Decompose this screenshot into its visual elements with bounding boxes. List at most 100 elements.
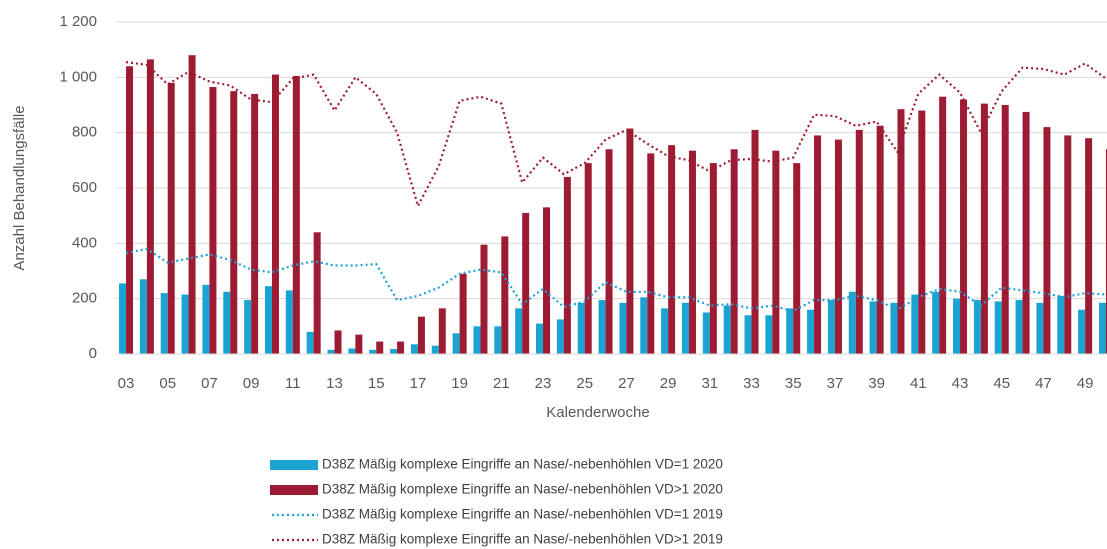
bar <box>271 74 279 355</box>
bar <box>709 163 717 354</box>
bar <box>285 290 293 354</box>
bar <box>264 286 272 354</box>
x-tick-label: 23 <box>535 375 552 392</box>
bar <box>536 323 544 354</box>
x-tick-label: 41 <box>910 375 927 392</box>
legend-swatch <box>270 460 318 470</box>
bar <box>181 294 189 354</box>
bar <box>563 176 571 354</box>
x-tick-label: 37 <box>827 375 844 392</box>
bar <box>584 163 592 354</box>
bar <box>292 75 300 354</box>
bar <box>953 298 961 354</box>
bar <box>1036 302 1044 354</box>
y-tick-label: 600 <box>72 179 97 196</box>
bar <box>807 309 815 354</box>
bar <box>327 349 335 354</box>
bar <box>376 341 384 354</box>
bar <box>1022 111 1030 355</box>
bar <box>556 319 564 354</box>
bar <box>730 149 738 354</box>
bar <box>688 150 696 354</box>
bar <box>251 93 259 354</box>
x-tick-label: 35 <box>785 375 802 392</box>
x-tick-label: 19 <box>451 375 468 392</box>
y-tick-label: 1 000 <box>59 68 97 85</box>
bar <box>876 125 884 354</box>
bar <box>139 279 147 354</box>
bar <box>369 349 377 354</box>
bar <box>202 284 210 354</box>
y-tick-label: 0 <box>89 345 97 362</box>
bar <box>1105 149 1107 354</box>
bar <box>744 315 752 354</box>
bar <box>410 344 418 354</box>
bar <box>494 326 502 354</box>
bar <box>1015 300 1023 354</box>
legend-label: D38Z Mäßig komplexe Eingriffe an Nase/-n… <box>322 482 723 497</box>
bar <box>306 331 314 354</box>
bar <box>167 82 175 354</box>
x-tick-label: 05 <box>159 375 176 392</box>
line <box>125 61 1107 209</box>
bar <box>1098 302 1106 354</box>
bar <box>793 163 801 354</box>
x-tick-label: 11 <box>285 375 301 392</box>
bar <box>522 212 530 354</box>
legend-label: D38Z Mäßig komplexe Eingriffe an Nase/-n… <box>322 507 723 522</box>
bar <box>661 308 669 354</box>
bar <box>626 128 634 354</box>
bar <box>814 135 822 354</box>
bar <box>765 315 773 354</box>
bar <box>723 305 731 354</box>
x-tick-label: 21 <box>493 375 510 392</box>
bar <box>334 330 342 354</box>
bar <box>681 302 689 354</box>
line <box>125 247 1107 313</box>
bar <box>960 99 968 354</box>
bar <box>452 333 460 354</box>
x-axis-label: Kalenderwoche <box>546 404 649 421</box>
bar <box>160 293 168 354</box>
bar <box>598 300 606 354</box>
bar <box>438 308 446 354</box>
x-tick-label: 27 <box>618 375 635 392</box>
bar <box>772 150 780 354</box>
bar <box>980 103 988 354</box>
x-tick-label: 39 <box>868 375 885 392</box>
bar <box>119 283 127 354</box>
bar <box>417 316 425 354</box>
bar <box>223 291 231 354</box>
x-tick-label: 47 <box>1035 375 1052 392</box>
bar <box>702 312 710 354</box>
bar <box>827 300 835 354</box>
bar <box>911 294 919 354</box>
bar <box>994 301 1002 354</box>
bar <box>973 300 981 354</box>
bar <box>543 207 551 354</box>
bar <box>1085 138 1093 354</box>
bar <box>577 302 585 354</box>
bar <box>459 273 467 354</box>
bar <box>126 66 134 355</box>
bar <box>1043 127 1051 354</box>
bar <box>855 129 863 354</box>
bar <box>390 349 398 354</box>
bar <box>605 149 613 354</box>
legend-label: D38Z Mäßig komplexe Eingriffe an Nase/-n… <box>322 457 723 472</box>
bar <box>890 302 898 354</box>
x-tick-label: 07 <box>201 375 218 392</box>
x-tick-label: 33 <box>743 375 760 392</box>
bar <box>668 145 676 354</box>
bar <box>751 129 759 354</box>
bar <box>932 291 940 354</box>
bar <box>313 232 321 354</box>
bar <box>431 345 439 354</box>
bar <box>786 308 794 354</box>
bar <box>244 300 252 354</box>
bar <box>209 87 217 355</box>
bar <box>897 109 905 355</box>
y-tick-label: 400 <box>72 234 97 251</box>
bar <box>355 334 363 354</box>
legend-label: D38Z Mäßig komplexe Eingriffe an Nase/-n… <box>322 532 723 547</box>
